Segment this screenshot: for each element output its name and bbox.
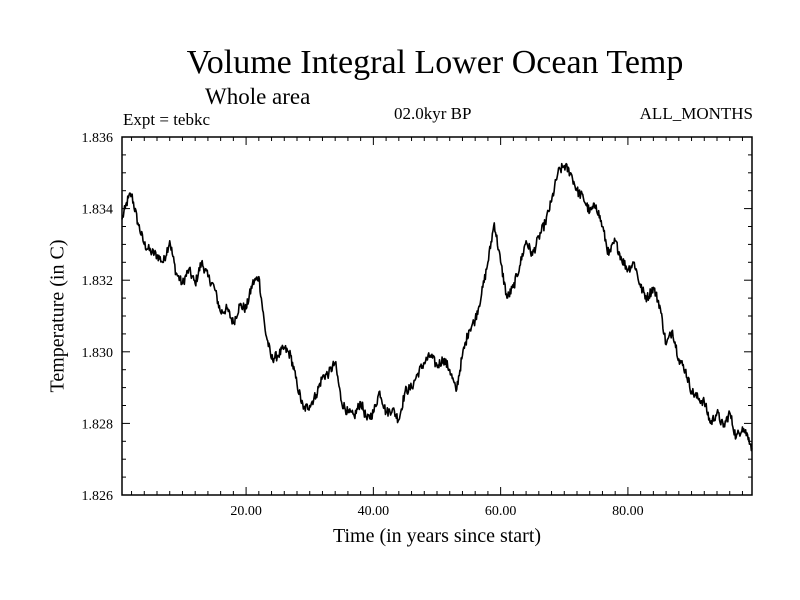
period-label: 02.0kyr BP [394, 104, 472, 123]
x-tick-label: 80.00 [612, 504, 644, 519]
y-tick-label: 1.836 [82, 131, 114, 146]
chart-subtitle: Whole area [205, 84, 311, 109]
y-tick-label: 1.826 [82, 489, 114, 504]
plot-frame [121, 136, 753, 496]
x-tick-label: 60.00 [485, 504, 517, 519]
y-tick-label: 1.832 [82, 274, 114, 289]
axis-tick-labels: 20.00 40.00 60.00 80.00 1.826 1.828 1.830 1.832… [82, 131, 644, 519]
x-tick-label: 40.00 [358, 504, 390, 519]
experiment-label: Expt = tebkc [123, 110, 211, 129]
series-line [121, 162, 753, 452]
series-group [121, 162, 753, 452]
axis-ticks [122, 137, 752, 495]
x-tick-label: 20.00 [230, 504, 262, 519]
months-label: ALL_MONTHS [639, 104, 753, 123]
chart-title: Volume Integral Lower Ocean Temp [186, 44, 684, 81]
y-tick-label: 1.834 [82, 203, 114, 218]
x-axis-label: Time (in years since start) [332, 525, 542, 547]
y-tick-label: 1.830 [82, 346, 114, 361]
y-tick-label: 1.828 [82, 417, 114, 432]
